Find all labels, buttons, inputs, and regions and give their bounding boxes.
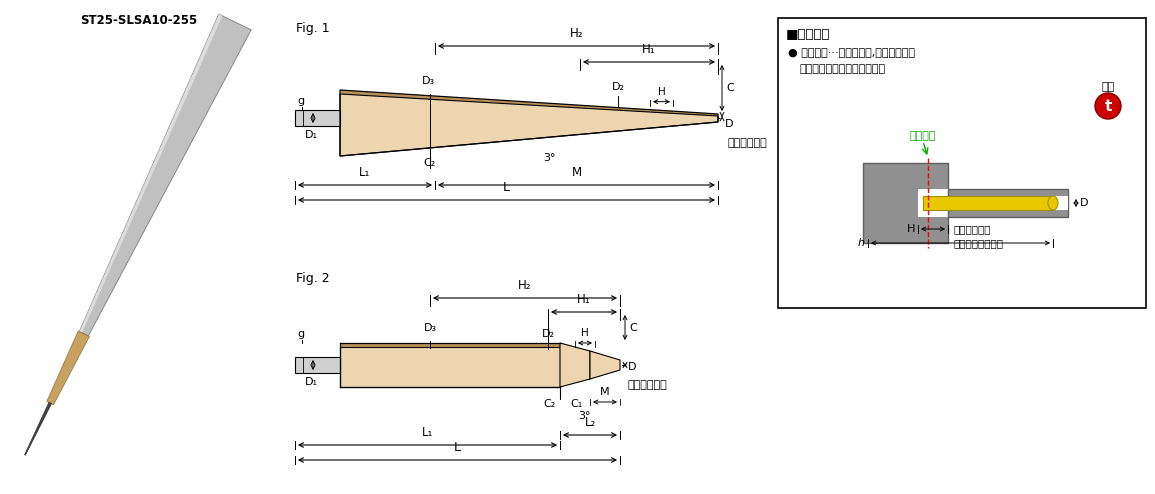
Polygon shape — [590, 351, 620, 379]
Text: 安全记号: 安全记号 — [910, 131, 937, 141]
Polygon shape — [47, 331, 89, 405]
Bar — [923, 196, 1053, 210]
Text: ST25-SLSA10-255: ST25-SLSA10-255 — [80, 14, 198, 27]
Text: 3°: 3° — [543, 153, 556, 163]
Text: L₁: L₁ — [422, 426, 433, 439]
Text: D₂: D₂ — [611, 82, 625, 92]
Bar — [918, 189, 948, 217]
Text: H: H — [907, 224, 915, 234]
Text: D₃: D₃ — [424, 323, 437, 333]
Text: 3°: 3° — [578, 411, 590, 421]
Text: 加工有效长度: 加工有效长度 — [728, 138, 768, 148]
Bar — [948, 189, 1068, 217]
Polygon shape — [340, 90, 718, 117]
Polygon shape — [80, 14, 251, 336]
Polygon shape — [340, 94, 718, 156]
Text: D₁: D₁ — [305, 130, 318, 140]
Bar — [863, 163, 948, 243]
Text: C₁: C₁ — [571, 399, 582, 409]
Text: C₂: C₂ — [544, 399, 556, 409]
Polygon shape — [340, 343, 560, 348]
Text: D: D — [725, 119, 733, 129]
Text: ■注意事项: ■注意事项 — [787, 28, 830, 41]
Text: C: C — [726, 83, 733, 93]
Text: 最短夹持长度: 最短夹持长度 — [953, 224, 991, 234]
Bar — [778, 18, 1146, 308]
Text: D₁: D₁ — [305, 377, 318, 387]
Text: L₁: L₁ — [359, 166, 371, 179]
Ellipse shape — [1048, 196, 1058, 210]
Text: L₂: L₂ — [584, 416, 596, 429]
Polygon shape — [80, 14, 223, 333]
Text: H: H — [581, 328, 589, 338]
Text: 插入比安全记号更深的位置。: 插入比安全记号更深的位置。 — [800, 64, 886, 74]
Bar — [295, 357, 340, 373]
Text: D: D — [628, 362, 636, 372]
Text: H₁: H₁ — [642, 43, 656, 56]
Text: H₁: H₁ — [578, 293, 591, 306]
Polygon shape — [560, 343, 590, 387]
Text: M: M — [572, 166, 582, 179]
Text: h: h — [858, 238, 865, 248]
Text: L: L — [454, 441, 461, 454]
Text: 加工有效长度: 加工有效长度 — [628, 380, 668, 390]
Text: C: C — [629, 323, 636, 332]
Text: H₂: H₂ — [569, 27, 583, 40]
Text: 刀具最大插入长度: 刀具最大插入长度 — [953, 238, 1003, 248]
Text: 壁厉: 壁厉 — [1102, 82, 1115, 92]
Text: t: t — [1104, 98, 1111, 114]
Text: D: D — [1080, 198, 1088, 208]
Text: L: L — [502, 181, 511, 194]
Circle shape — [1095, 93, 1122, 119]
Text: C₂: C₂ — [424, 158, 437, 168]
Text: g: g — [297, 96, 304, 106]
Text: g: g — [297, 329, 304, 339]
Text: H₂: H₂ — [519, 279, 531, 292]
Bar — [948, 196, 1068, 210]
Text: D₂: D₂ — [542, 329, 554, 339]
Text: Fig. 2: Fig. 2 — [296, 272, 329, 285]
Polygon shape — [24, 403, 52, 455]
Bar — [295, 110, 340, 126]
Text: M: M — [601, 387, 610, 397]
Text: ● 刀具安装···插入刀具时,请务必将刀具: ● 刀具安装···插入刀具时,请务必将刀具 — [788, 48, 915, 58]
Text: Fig. 1: Fig. 1 — [296, 22, 329, 35]
Polygon shape — [340, 347, 560, 387]
Text: D₃: D₃ — [422, 76, 434, 86]
Text: H: H — [657, 86, 665, 97]
